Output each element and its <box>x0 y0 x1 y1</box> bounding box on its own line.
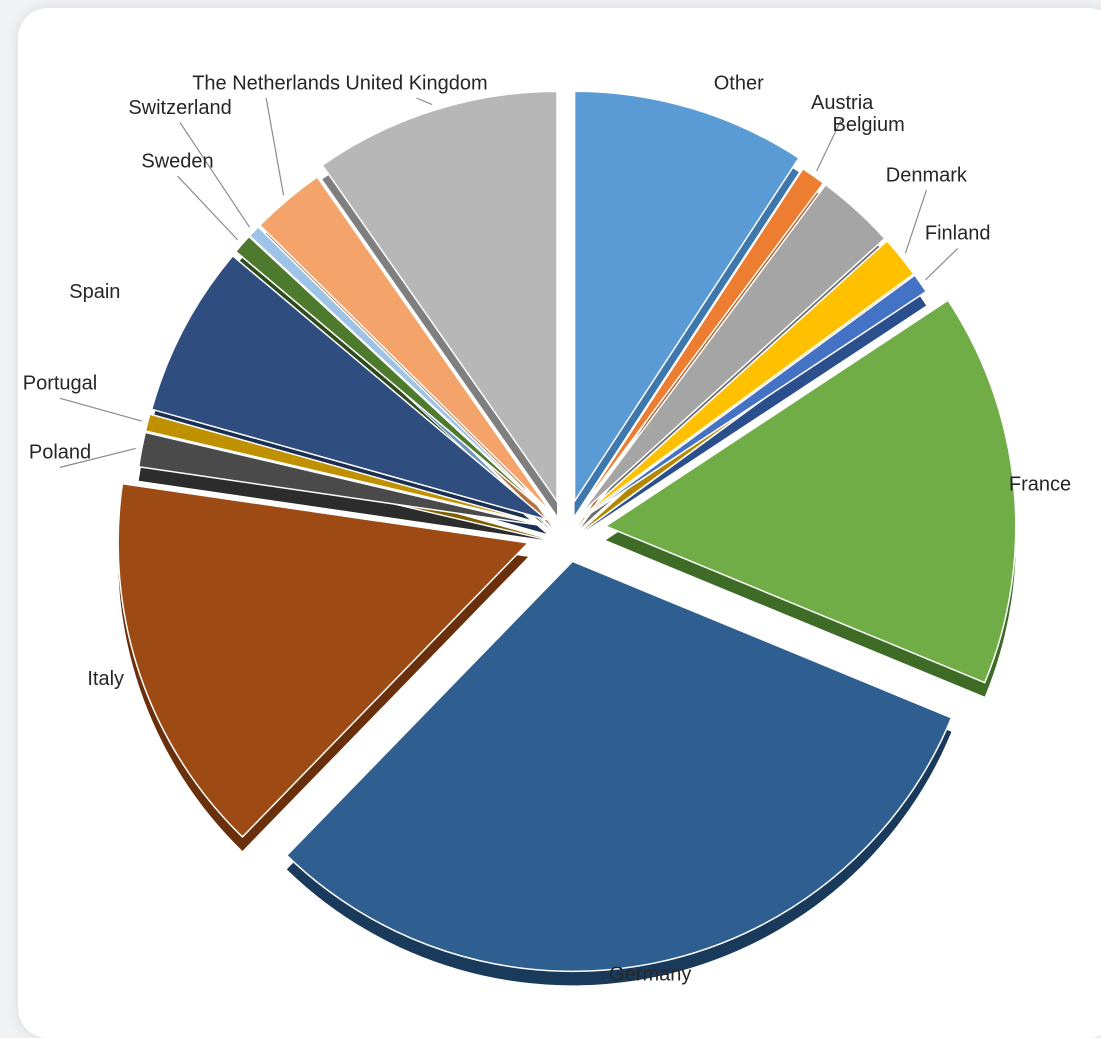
label-spain: Spain <box>69 281 120 303</box>
slice-finland <box>583 274 928 519</box>
label-france: France <box>1009 474 1071 496</box>
slice-germany <box>285 560 953 973</box>
label-italy: Italy <box>87 668 124 690</box>
label-poland: Poland <box>29 442 91 464</box>
slice-the-netherlands <box>258 175 553 514</box>
slice-other <box>573 90 800 504</box>
leader-denmark <box>904 189 927 254</box>
slice-portugal <box>144 413 545 526</box>
leader-portugal <box>59 397 142 422</box>
leader-lines <box>59 97 959 468</box>
label-sweden: Sweden <box>141 150 213 172</box>
slice-tops <box>117 90 1017 973</box>
leader-austria <box>816 117 843 172</box>
leader-united-kingdom <box>416 97 433 106</box>
leader-poland <box>59 447 136 468</box>
leader-finland <box>925 247 959 281</box>
leader-the-netherlands <box>265 97 285 196</box>
slice-united-kingdom <box>321 90 558 504</box>
label-austria: Austria <box>811 92 874 114</box>
label-other: Other <box>714 72 764 94</box>
label-united-kingdom: United Kingdom <box>345 72 487 94</box>
label-portugal: Portugal <box>23 373 98 395</box>
slice-belgium <box>580 183 886 515</box>
slice-denmark <box>582 239 915 517</box>
slice-sweden <box>234 235 551 517</box>
label-the-netherlands: The Netherlands <box>192 72 340 94</box>
leader-switzerland <box>179 122 251 228</box>
slice-italy <box>117 482 530 839</box>
slice-poland <box>137 431 545 527</box>
label-belgium: Belgium <box>833 114 905 136</box>
slice-france <box>604 299 1017 684</box>
label-denmark: Denmark <box>886 164 968 186</box>
label-finland: Finland <box>925 223 991 245</box>
slice-side-finland <box>584 289 927 532</box>
slice-austria <box>577 167 825 513</box>
slice-switzerland <box>248 225 551 516</box>
leader-sweden <box>177 175 239 241</box>
label-switzerland: Switzerland <box>128 97 231 119</box>
slice-spain <box>150 254 548 521</box>
label-germany: Germany <box>609 963 691 985</box>
